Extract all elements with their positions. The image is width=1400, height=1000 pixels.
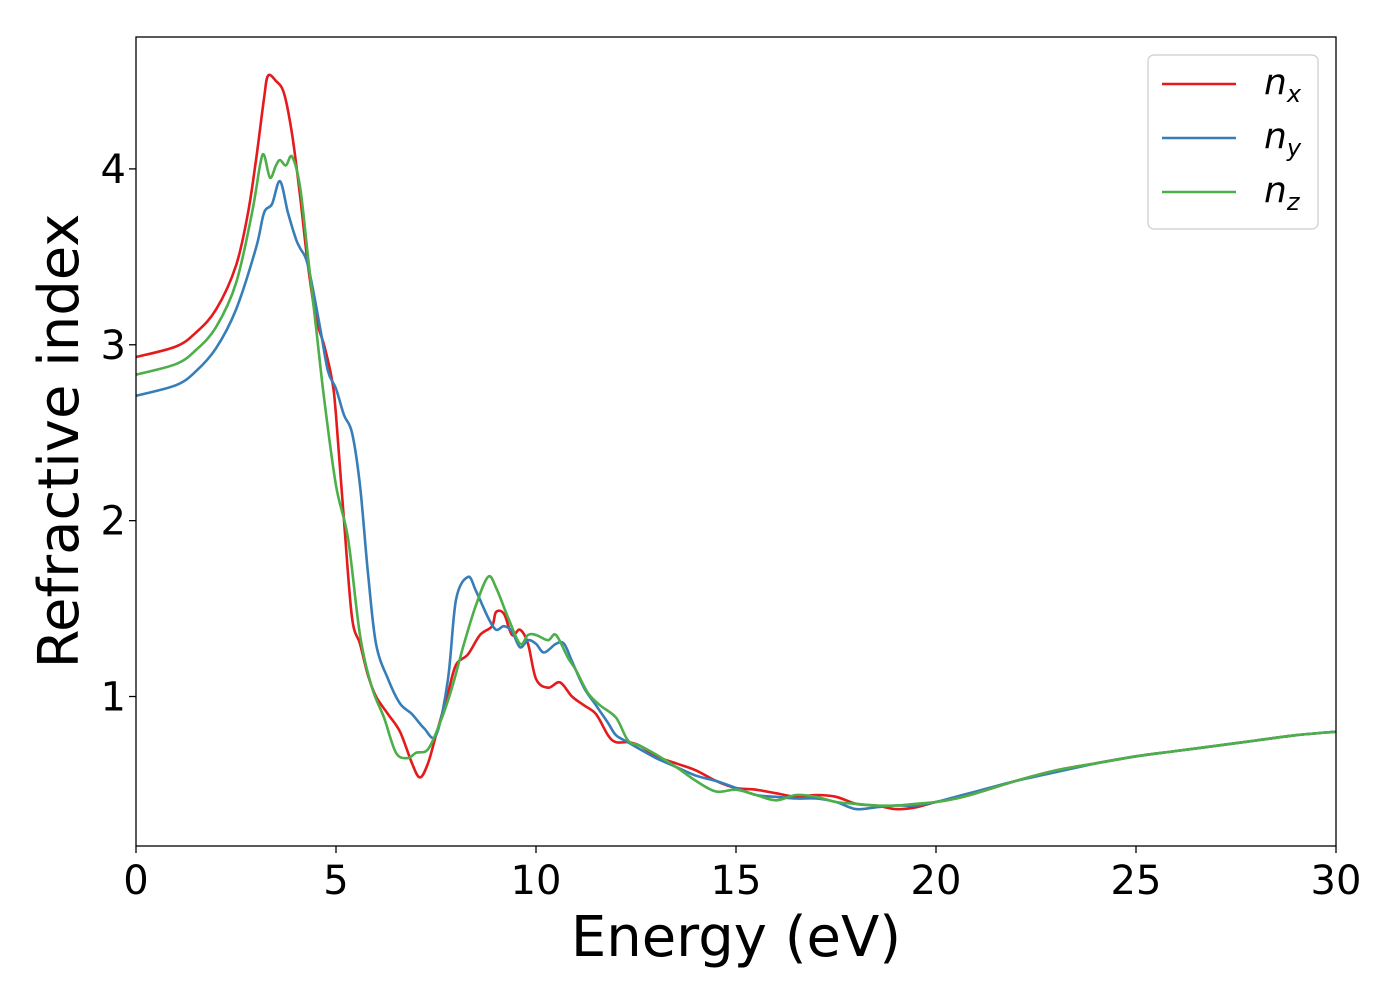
- y-tick-label: 3: [101, 323, 126, 369]
- plot-lines: [136, 73, 1336, 811]
- x-axis-ticks: 0 5 10 15 20 25 30: [123, 846, 1361, 904]
- legend: nx ny nz: [1147, 54, 1319, 230]
- legend-label-x: nx: [1264, 62, 1302, 108]
- legend-box: [1147, 54, 1319, 230]
- x-tick-label: 25: [1111, 858, 1162, 904]
- y-tick-label: 1: [101, 675, 126, 721]
- x-tick-label: 15: [711, 858, 762, 904]
- legend-label-z: nz: [1264, 170, 1301, 216]
- x-tick-label: 10: [511, 858, 562, 904]
- y-tick-label: 4: [101, 147, 126, 193]
- x-axis-label: Energy (eV): [571, 905, 901, 970]
- y-tick-label: 2: [101, 499, 126, 545]
- x-tick-label: 0: [123, 858, 148, 904]
- x-tick-label: 5: [323, 858, 348, 904]
- x-tick-label: 30: [1311, 858, 1362, 904]
- y-axis-label: Refractive index: [27, 214, 92, 669]
- legend-label-y: ny: [1264, 116, 1302, 162]
- y-axis-ticks: 1 2 3 4: [101, 147, 136, 721]
- series-line-z: [136, 152, 1336, 808]
- x-tick-label: 20: [911, 858, 962, 904]
